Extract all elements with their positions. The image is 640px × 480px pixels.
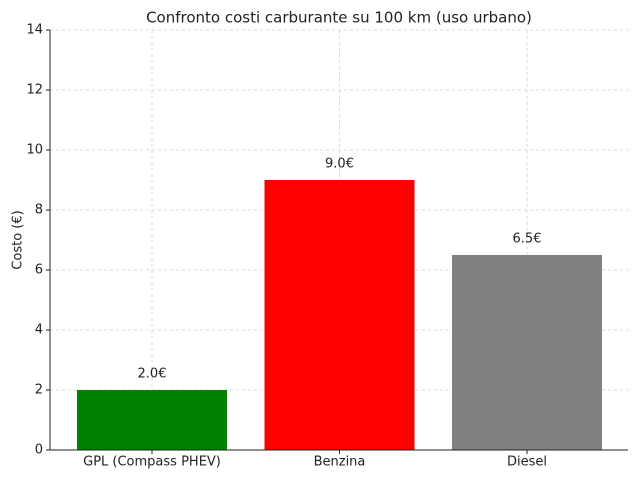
bar [264, 180, 415, 450]
chart-title: Confronto costi carburante su 100 km (us… [146, 9, 532, 27]
y-tick-label: 12 [26, 83, 43, 98]
x-tick-label: Benzina [314, 455, 366, 470]
y-axis-label: Costo (€) [11, 210, 26, 269]
y-tick-label: 0 [35, 443, 43, 458]
value-label: 9.0€ [325, 157, 354, 172]
y-tick-label: 6 [35, 263, 43, 278]
x-tick-label: Diesel [507, 455, 547, 470]
y-tick-label: 4 [35, 323, 43, 338]
y-tick-label: 8 [35, 203, 43, 218]
value-label: 2.0€ [138, 367, 167, 382]
y-tick-label: 2 [35, 383, 43, 398]
y-tick-label: 10 [26, 143, 43, 158]
bar [77, 390, 227, 450]
value-label: 6.5€ [513, 232, 542, 247]
x-tick-label: GPL (Compass PHEV) [83, 455, 221, 470]
y-tick-label: 14 [26, 23, 43, 38]
bar [452, 255, 602, 450]
